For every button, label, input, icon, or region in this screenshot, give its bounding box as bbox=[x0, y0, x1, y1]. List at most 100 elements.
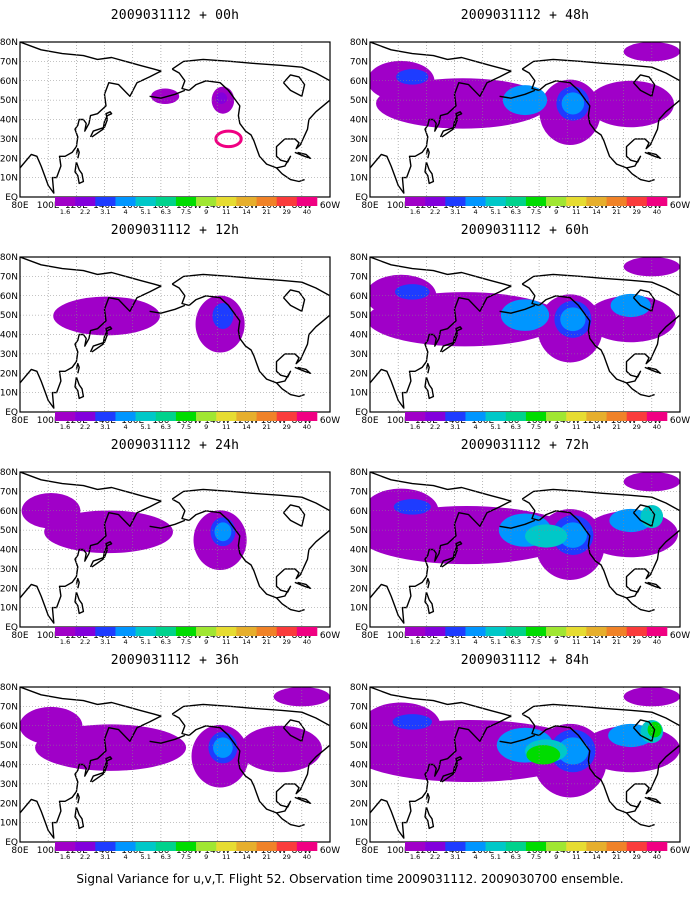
colorbar-swatch bbox=[566, 842, 587, 851]
colorbar-label: 11 bbox=[222, 423, 230, 430]
colorbar-label: 7.5 bbox=[181, 638, 191, 645]
colorbar-swatch bbox=[646, 197, 668, 206]
coastline bbox=[625, 812, 655, 828]
lat-tick-label: 50N bbox=[0, 741, 18, 751]
coastline bbox=[424, 591, 435, 615]
colorbar-swatch bbox=[425, 197, 446, 206]
lat-tick-label: 20N bbox=[0, 154, 18, 164]
lat-tick-label: 80N bbox=[0, 468, 18, 478]
colorbar-swatch bbox=[95, 627, 116, 636]
colorbar-label: 40 bbox=[653, 208, 661, 215]
lon-tick-label: 100E bbox=[37, 846, 60, 856]
colorbar-label: 40 bbox=[303, 638, 311, 645]
lat-tick-label: 70N bbox=[0, 272, 18, 282]
colorbar-label: 14 bbox=[592, 423, 600, 430]
coastline bbox=[75, 792, 80, 804]
colorbar-label: 29 bbox=[633, 208, 641, 215]
coastlines bbox=[370, 257, 680, 409]
colorbar-swatch bbox=[75, 627, 96, 636]
colorbar-swatch bbox=[135, 197, 157, 206]
colorbar-label: 2.2 bbox=[80, 638, 90, 645]
gridlines bbox=[370, 472, 680, 627]
lon-tick-label: 100E bbox=[387, 631, 410, 641]
colorbar-label: 3.1 bbox=[450, 853, 460, 860]
colorbar-label: 4 bbox=[123, 423, 127, 430]
lon-tick-label: 100E bbox=[387, 416, 410, 426]
lat-tick-label: 10N bbox=[0, 174, 18, 184]
variance-shading bbox=[215, 92, 228, 104]
lat-tick-label: EQ bbox=[5, 408, 18, 418]
colorbar-swatch bbox=[135, 627, 157, 636]
colorbar-swatch bbox=[175, 197, 197, 206]
colorbar-swatch bbox=[626, 197, 648, 206]
colorbar-swatch bbox=[505, 842, 527, 851]
colorbar-label: 40 bbox=[303, 423, 311, 430]
lat-tick-label: 40N bbox=[350, 546, 368, 556]
map-panel: 2009031112 + 36h EQ 10N 20N 30N 40N 50N 60N 70N 8… bbox=[0, 645, 350, 860]
colorbar-label: 21 bbox=[262, 638, 270, 645]
coastline bbox=[370, 42, 512, 194]
lon-tick-label: 80E bbox=[11, 201, 28, 211]
colorbar-label: 21 bbox=[612, 638, 620, 645]
colorbar: 1.6 2.2 3.1 4 5.1 6.3 7.5 9 11 14 21 29 40 bbox=[55, 197, 318, 215]
lat-tick-label: 80N bbox=[350, 683, 368, 693]
colorbar-swatch bbox=[485, 842, 507, 851]
coastline bbox=[644, 581, 661, 589]
shading-layer bbox=[20, 687, 330, 788]
lat-tick-label: 30N bbox=[350, 350, 368, 360]
colorbar-swatch bbox=[236, 412, 257, 421]
colorbar-label: 6.3 bbox=[161, 638, 171, 645]
colorbar-label: 1.6 bbox=[410, 208, 420, 215]
colorbar-swatch bbox=[115, 627, 136, 636]
lat-tick-label: 20N bbox=[0, 369, 18, 379]
shading-layer bbox=[370, 257, 680, 363]
map-plot: EQ10N20N30N40N50N60N70N80N80E100E120E140… bbox=[350, 38, 690, 215]
colorbar-label: 2.2 bbox=[80, 853, 90, 860]
coastline bbox=[75, 147, 80, 159]
coastlines bbox=[370, 42, 680, 194]
colorbar-label: 3.1 bbox=[100, 423, 110, 430]
colorbar-swatch bbox=[216, 197, 237, 206]
coastline bbox=[171, 703, 330, 814]
colorbar-label: 40 bbox=[303, 208, 311, 215]
coastline bbox=[20, 472, 162, 624]
coastline bbox=[625, 597, 655, 613]
colorbar-swatch bbox=[546, 842, 567, 851]
panel-title: 2009031112 + 72h bbox=[460, 438, 590, 453]
lat-tick-label: EQ bbox=[355, 193, 368, 203]
colorbar-swatch bbox=[505, 627, 527, 636]
colorbar-label: 29 bbox=[283, 853, 291, 860]
coastline bbox=[74, 806, 85, 830]
colorbar-label: 3.1 bbox=[450, 208, 460, 215]
colorbar: 1.6 2.2 3.1 4 5.1 6.3 7.5 9 11 14 21 29 40 bbox=[405, 197, 668, 215]
coastline bbox=[89, 111, 113, 138]
lat-tick-label: 20N bbox=[350, 799, 368, 809]
lat-tick-label: EQ bbox=[5, 623, 18, 633]
coastline bbox=[632, 504, 656, 527]
colorbar-swatch bbox=[216, 627, 237, 636]
gridlines bbox=[20, 42, 330, 197]
colorbar-label: 14 bbox=[592, 638, 600, 645]
colorbar-label: 5.1 bbox=[491, 208, 501, 215]
lat-tick-label: 20N bbox=[350, 154, 368, 164]
lat-tick-label: 30N bbox=[0, 135, 18, 145]
lat-tick-label: EQ bbox=[355, 408, 368, 418]
colorbar: 1.6 2.2 3.1 4 5.1 6.3 7.5 9 11 14 21 29 40 bbox=[405, 412, 668, 430]
coastline bbox=[521, 703, 680, 814]
colorbar-swatch bbox=[525, 197, 547, 206]
variance-shading bbox=[239, 725, 322, 773]
lat-tick-label: 70N bbox=[350, 272, 368, 282]
coastline bbox=[425, 577, 430, 589]
lat-tick-label: 20N bbox=[0, 584, 18, 594]
coastline bbox=[439, 756, 463, 783]
coastline bbox=[282, 74, 306, 97]
coastline bbox=[370, 687, 512, 839]
panel-title: 2009031112 + 48h bbox=[460, 8, 590, 23]
colorbar-label: 1.6 bbox=[410, 423, 420, 430]
lat-tick-label: 30N bbox=[0, 350, 18, 360]
colorbar-label: 11 bbox=[222, 853, 230, 860]
coastline bbox=[74, 376, 85, 400]
lat-tick-label: 10N bbox=[350, 174, 368, 184]
coastline bbox=[75, 362, 80, 374]
lat-tick-label: 80N bbox=[0, 38, 18, 48]
